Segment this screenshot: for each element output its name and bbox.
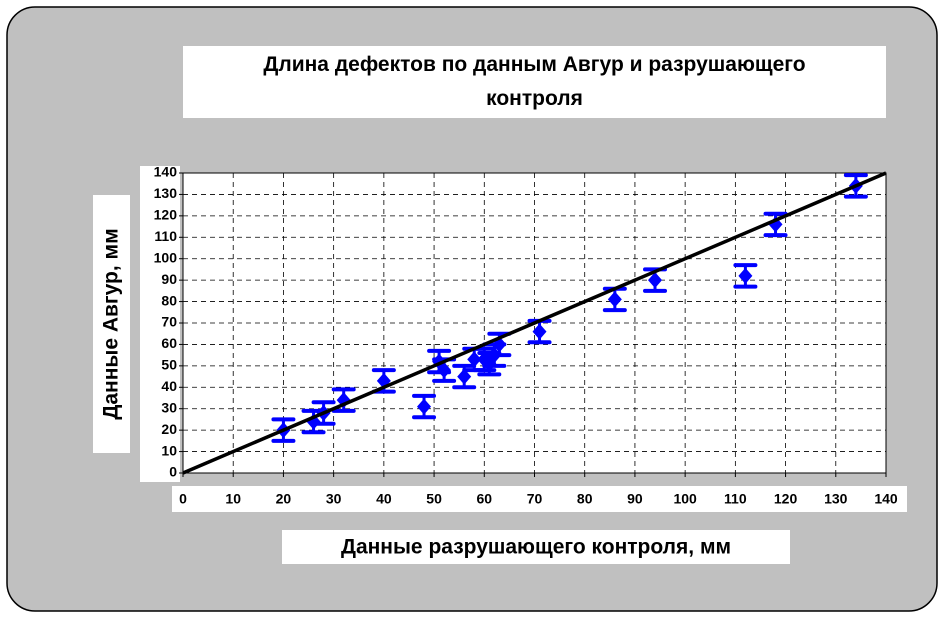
- y-tick-label: 90: [161, 271, 177, 287]
- x-tick-label: 110: [724, 491, 747, 507]
- y-tick-label: 100: [154, 249, 178, 265]
- x-tick-label: 10: [225, 491, 241, 507]
- y-tick-label: 70: [161, 314, 177, 330]
- x-tick-label: 40: [376, 491, 392, 507]
- data-point: [457, 368, 472, 385]
- y-axis-label: Данные Авгур, мм: [100, 228, 123, 419]
- data-point: [417, 398, 432, 415]
- y-tick-background: [140, 166, 180, 482]
- data-point: [648, 272, 663, 289]
- x-tick-label: 100: [673, 491, 697, 507]
- x-tick-label: 50: [426, 491, 442, 507]
- x-tick-label: 140: [874, 491, 898, 507]
- x-tick-label: 70: [527, 491, 543, 507]
- data-point: [607, 291, 622, 308]
- y-tick-label: 130: [154, 185, 178, 201]
- x-tick-label: 20: [276, 491, 292, 507]
- y-tick-label: 120: [154, 207, 178, 223]
- reference-line: [182, 171, 887, 475]
- x-tick-label: 120: [774, 491, 798, 507]
- x-tick-label: 60: [476, 491, 492, 507]
- y-tick-label: 0: [169, 464, 177, 480]
- x-tick-label: 130: [824, 491, 848, 507]
- chart-title: Длина дефектов по данным Авгур и разруша…: [183, 46, 886, 118]
- y-tick-label: 110: [154, 228, 177, 244]
- x-axis-label: Данные разрушающего контроля, мм: [341, 536, 731, 559]
- y-tick-label: 10: [161, 442, 177, 458]
- y-tick-label: 30: [161, 399, 177, 415]
- y-tick-label: 40: [161, 378, 177, 394]
- x-label-background: [282, 530, 790, 564]
- x-tick-label: 90: [627, 491, 643, 507]
- y-tick-label: 50: [161, 357, 177, 373]
- data-point: [738, 267, 753, 284]
- x-tick-label: 0: [179, 491, 187, 507]
- y-tick-label: 20: [161, 421, 177, 437]
- x-tick-background: [172, 486, 907, 512]
- x-tick-label: 30: [326, 491, 342, 507]
- y-tick-label: 80: [161, 292, 177, 308]
- data-point: [467, 351, 482, 368]
- y-tick-label: 60: [161, 335, 177, 351]
- y-tick-label: 140: [154, 164, 178, 180]
- data-point: [437, 362, 452, 379]
- y-label-background: [93, 195, 130, 453]
- x-tick-label: 80: [577, 491, 593, 507]
- data-point: [532, 323, 547, 340]
